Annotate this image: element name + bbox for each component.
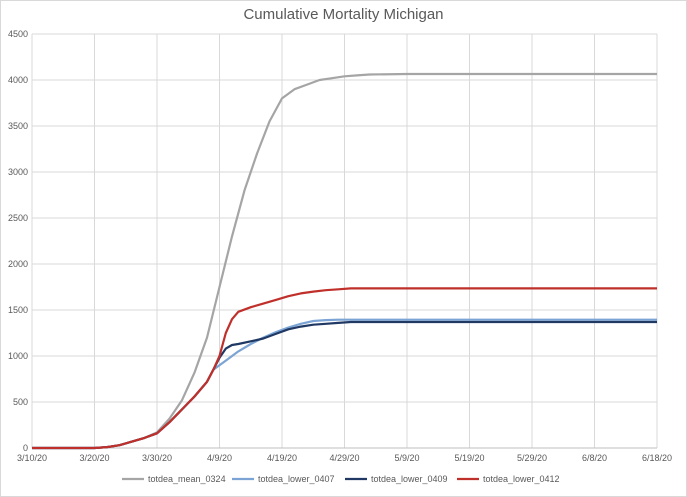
x-tick-label: 6/18/20 <box>642 453 672 463</box>
x-tick-label: 5/9/20 <box>394 453 419 463</box>
x-tick-label: 4/9/20 <box>207 453 232 463</box>
y-tick-label: 4500 <box>8 29 28 39</box>
series-line-totdea_lower_0412 <box>32 287 657 450</box>
y-tick-label: 0 <box>23 443 28 453</box>
x-tick-label: 4/19/20 <box>267 453 297 463</box>
y-tick-label: 2500 <box>8 213 28 223</box>
y-tick-label: 500 <box>13 397 28 407</box>
y-tick-label: 4000 <box>8 75 28 85</box>
y-tick-label: 1500 <box>8 305 28 315</box>
legend-label: totdea_mean_0324 <box>148 474 226 484</box>
y-tick-label: 3500 <box>8 121 28 131</box>
legend-label: totdea_lower_0409 <box>371 474 448 484</box>
x-tick-label: 3/30/20 <box>142 453 172 463</box>
legend-label: totdea_lower_0412 <box>483 474 560 484</box>
legend: totdea_mean_0324 totdea_lower_0407 totdea_… <box>122 474 560 484</box>
axis-layer: 0 500 1000 1500 2000 2500 3000 3500 4000 4500 3/10… <box>8 29 672 463</box>
x-tick-label: 6/8/20 <box>582 453 607 463</box>
grid-layer <box>31 33 658 449</box>
y-tick-label: 3000 <box>8 167 28 177</box>
y-tick-label: 2000 <box>8 259 28 269</box>
x-tick-label: 5/29/20 <box>517 453 547 463</box>
series-layer <box>32 72 657 450</box>
legend-item: totdea_lower_0412 <box>457 474 560 484</box>
chart-title: Cumulative Mortality Michigan <box>243 6 444 23</box>
legend-item: totdea_mean_0324 <box>122 474 226 484</box>
y-tick-label: 1000 <box>8 351 28 361</box>
legend-label: totdea_lower_0407 <box>258 474 335 484</box>
x-tick-label: 3/20/20 <box>79 453 109 463</box>
legend-item: totdea_lower_0409 <box>345 474 448 484</box>
x-tick-label: 5/19/20 <box>454 453 484 463</box>
x-tick-label: 4/29/20 <box>329 453 359 463</box>
x-tick-label: 3/10/20 <box>17 453 47 463</box>
legend-item: totdea_lower_0407 <box>232 474 335 484</box>
